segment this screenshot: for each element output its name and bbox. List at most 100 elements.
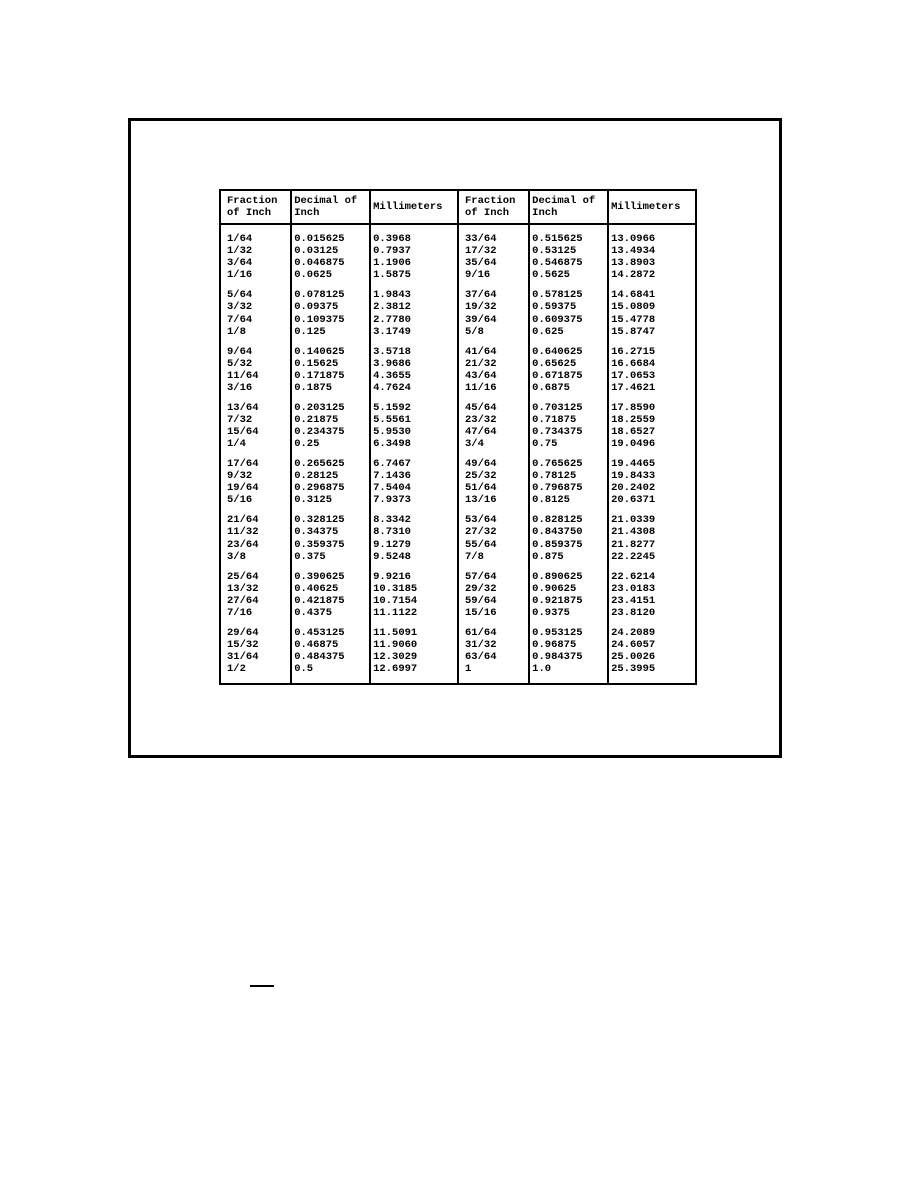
group-gap [221,619,695,627]
header-decimal-left: Decimal of Inch [291,191,370,224]
cell-mm: 25.0026 [608,651,695,663]
cell-fraction: 11/32 [221,526,291,538]
cell-mm: 3.5718 [370,346,458,358]
cell-mm: 19.4465 [608,458,695,470]
table-row: 1/320.031250.793717/320.5312513.4934 [221,245,695,257]
cell-fraction: 5/8 [458,326,529,338]
cell-mm: 25.3995 [608,663,695,675]
cell-decimal: 0.9375 [529,607,608,619]
cell-fraction: 3/32 [221,301,291,313]
cell-fraction: 35/64 [458,257,529,269]
cell-mm: 4.7624 [370,382,458,394]
cell-decimal: 0.4375 [291,607,370,619]
cell-fraction: 1/64 [221,233,291,245]
cell-decimal: 0.90625 [529,583,608,595]
cell-fraction: 3/4 [458,438,529,450]
cell-mm: 11.5091 [370,627,458,639]
cell-fraction: 49/64 [458,458,529,470]
table-row: 15/320.4687511.906031/320.9687524.6057 [221,639,695,651]
table-row: 3/160.18754.762411/160.687517.4621 [221,382,695,394]
cell-fraction: 7/16 [221,607,291,619]
table-row: 1/80.1253.17495/80.62515.8747 [221,326,695,338]
cell-mm: 4.3655 [370,370,458,382]
cell-mm: 17.0653 [608,370,695,382]
cell-mm: 20.6371 [608,494,695,506]
cell-fraction: 19/32 [458,301,529,313]
conversion-table: Fraction of Inch Decimal of Inch Millime… [221,191,695,683]
cell-fraction: 5/32 [221,358,291,370]
table-row: 3/80.3759.52487/80.87522.2245 [221,551,695,563]
cell-fraction: 5/16 [221,494,291,506]
cell-mm: 18.6527 [608,426,695,438]
cell-fraction: 31/32 [458,639,529,651]
table-row: 17/640.2656256.746749/640.76562519.4465 [221,458,695,470]
cell-fraction: 29/32 [458,583,529,595]
cell-mm: 9.9216 [370,571,458,583]
conversion-table-wrap: Fraction of Inch Decimal of Inch Millime… [219,189,697,685]
cell-fraction: 17/64 [221,458,291,470]
cell-fraction: 5/64 [221,289,291,301]
cell-mm: 10.3185 [370,583,458,595]
cell-fraction: 7/64 [221,314,291,326]
cell-mm: 8.7310 [370,526,458,538]
group-gap [221,338,695,346]
table-row: 9/320.281257.143625/320.7812519.8433 [221,470,695,482]
cell-mm: 11.1122 [370,607,458,619]
cell-fraction: 13/64 [221,402,291,414]
outer-frame: Fraction of Inch Decimal of Inch Millime… [128,118,782,758]
cell-decimal: 0.890625 [529,571,608,583]
cell-decimal: 0.796875 [529,482,608,494]
cell-fraction: 1/32 [221,245,291,257]
cell-mm: 9.1279 [370,539,458,551]
cell-fraction: 33/64 [458,233,529,245]
cell-decimal: 1.0 [529,663,608,675]
cell-mm: 15.8747 [608,326,695,338]
cell-mm: 23.0183 [608,583,695,595]
cell-decimal: 0.625 [529,326,608,338]
cell-mm: 21.4308 [608,526,695,538]
table-row: 3/320.093752.381219/320.5937515.0809 [221,301,695,313]
cell-decimal: 0.046875 [291,257,370,269]
cell-mm: 23.8120 [608,607,695,619]
cell-mm: 3.9686 [370,358,458,370]
cell-fraction: 11/64 [221,370,291,382]
table-row: 27/640.42187510.715459/640.92187523.4151 [221,595,695,607]
cell-decimal: 0.21875 [291,414,370,426]
cell-mm: 15.4778 [608,314,695,326]
cell-fraction: 45/64 [458,402,529,414]
cell-fraction: 39/64 [458,314,529,326]
table-row: 25/640.3906259.921657/640.89062522.6214 [221,571,695,583]
table-row: 23/640.3593759.127955/640.85937521.8277 [221,539,695,551]
group-gap [221,281,695,289]
cell-mm: 24.2089 [608,627,695,639]
cell-decimal: 0.203125 [291,402,370,414]
cell-decimal: 0.65625 [529,358,608,370]
group-gap [221,394,695,402]
header-decimal-right: Decimal of Inch [529,191,608,224]
cell-mm: 1.1906 [370,257,458,269]
cell-decimal: 0.015625 [291,233,370,245]
cell-mm: 15.0809 [608,301,695,313]
cell-fraction: 31/64 [221,651,291,663]
cell-fraction: 47/64 [458,426,529,438]
cell-decimal: 0.125 [291,326,370,338]
cell-mm: 14.6841 [608,289,695,301]
cell-mm: 2.3812 [370,301,458,313]
table-row: 7/640.1093752.778039/640.60937515.4778 [221,314,695,326]
cell-fraction: 1/4 [221,438,291,450]
cell-mm: 24.6057 [608,639,695,651]
cell-fraction: 13/32 [221,583,291,595]
cell-decimal: 0.46875 [291,639,370,651]
cell-fraction: 9/16 [458,269,529,281]
cell-mm: 11.9060 [370,639,458,651]
cell-fraction: 15/64 [221,426,291,438]
cell-decimal: 0.859375 [529,539,608,551]
cell-fraction: 23/64 [221,539,291,551]
table-row: 1/20.512.699711.025.3995 [221,663,695,675]
cell-fraction: 23/32 [458,414,529,426]
table-row: 3/640.0468751.190635/640.54687513.8903 [221,257,695,269]
table-row: 19/640.2968757.540451/640.79687520.2402 [221,482,695,494]
cell-fraction: 3/16 [221,382,291,394]
cell-decimal: 0.390625 [291,571,370,583]
cell-decimal: 0.75 [529,438,608,450]
